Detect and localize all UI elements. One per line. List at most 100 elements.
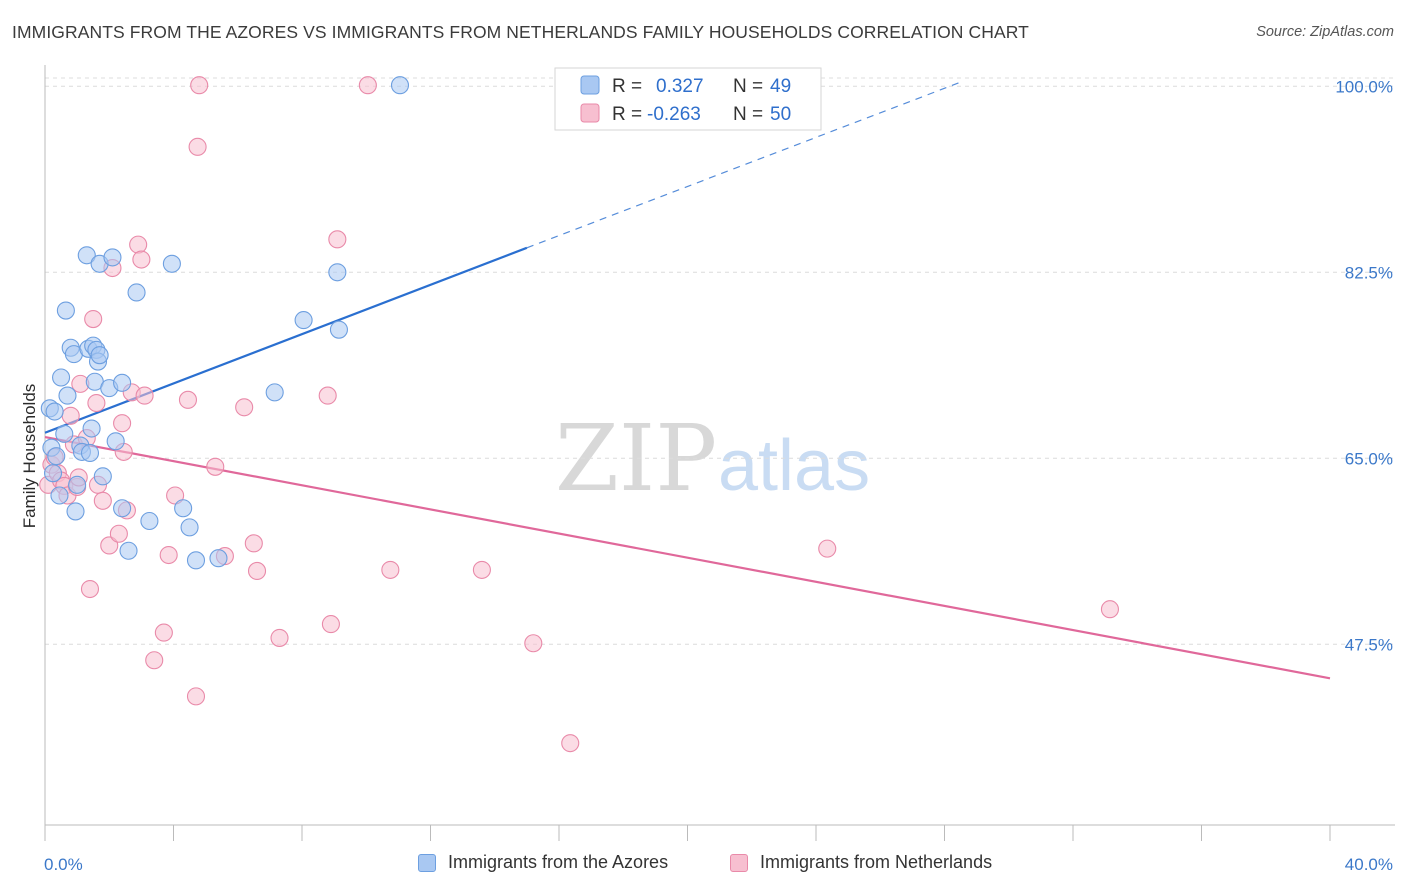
stats-legend: R = 0.327 N = 49 R = -0.263 N = 50	[554, 67, 822, 131]
point-netherlands	[129, 235, 148, 254]
series-legend-item-netherlands: Immigrants from Netherlands	[730, 852, 992, 873]
point-netherlands	[818, 539, 837, 558]
point-azores	[82, 419, 101, 438]
y-tick-label: 47.5%	[1345, 635, 1393, 654]
point-netherlands	[159, 545, 178, 565]
point-azores	[52, 368, 71, 387]
y-tick-label: 100.0%	[1335, 77, 1393, 96]
legend-r-value-netherlands: -0.263	[647, 104, 701, 125]
point-azores	[186, 551, 206, 570]
point-netherlands	[145, 651, 164, 670]
point-azores	[162, 254, 181, 273]
point-netherlands	[247, 561, 267, 581]
point-azores	[56, 301, 75, 320]
data-points	[39, 76, 1119, 753]
y-tick-label: 65.0%	[1345, 449, 1393, 468]
point-azores	[329, 320, 348, 339]
point-azores	[390, 76, 410, 95]
point-netherlands	[321, 615, 340, 634]
point-netherlands	[358, 76, 377, 95]
legend-r-value-azores: 0.327	[656, 76, 704, 97]
point-netherlands	[87, 393, 106, 413]
point-netherlands	[328, 230, 347, 249]
legend-n-label-azores: N =	[733, 76, 763, 97]
gridlines	[45, 77, 1395, 645]
y-axis-label: Family Households	[20, 384, 39, 529]
point-azores	[66, 502, 85, 521]
legend-swatch-netherlands	[580, 103, 600, 123]
point-netherlands	[472, 560, 491, 579]
point-netherlands	[61, 406, 80, 425]
legend-r-label-azores: R =	[612, 76, 642, 97]
chart-title: IMMIGRANTS FROM THE AZORES VS IMMIGRANTS…	[12, 22, 1029, 42]
point-netherlands	[80, 579, 100, 599]
point-netherlands	[244, 534, 263, 553]
point-azores	[103, 248, 122, 267]
point-netherlands	[178, 390, 198, 409]
legend-n-label-netherlands: N =	[733, 104, 763, 125]
point-azores	[294, 311, 313, 330]
point-azores	[93, 467, 112, 486]
point-netherlands	[93, 491, 112, 510]
trend-lines	[44, 80, 1331, 680]
point-azores	[106, 432, 125, 451]
point-azores	[127, 283, 146, 302]
series-legend-label-azores: Immigrants from the Azores	[448, 852, 669, 872]
watermark-zip: ZIP	[555, 405, 717, 512]
point-azores	[113, 499, 132, 518]
point-azores	[47, 447, 66, 466]
point-azores	[80, 443, 100, 463]
point-netherlands	[270, 628, 289, 647]
point-netherlands	[1100, 600, 1119, 619]
point-azores	[43, 464, 63, 483]
series-legend: Immigrants from the Azores Immigrants fr…	[0, 852, 1406, 876]
point-netherlands	[135, 386, 154, 405]
point-azores	[90, 346, 109, 365]
point-azores	[50, 486, 69, 505]
point-netherlands	[190, 76, 209, 95]
point-azores	[174, 499, 193, 518]
point-azores	[68, 475, 87, 494]
point-azores	[209, 549, 228, 568]
point-azores	[58, 386, 77, 405]
series-legend-item-azores: Immigrants from the Azores	[418, 852, 668, 873]
series-legend-swatch-azores	[418, 853, 436, 872]
legend-n-value-azores: 49	[770, 76, 791, 97]
legend-r-label-netherlands: R =	[612, 104, 642, 125]
point-azores	[113, 373, 132, 392]
watermark-atlas: atlas	[718, 426, 870, 506]
trend-line-netherlands	[44, 435, 1331, 680]
series-legend-swatch-netherlands	[730, 853, 748, 872]
point-netherlands	[132, 250, 151, 269]
tick-labels: 47.5% 65.0% 82.5% 100.0% 0.0% 40.0%	[44, 77, 1393, 874]
point-azores	[180, 518, 199, 537]
point-netherlands	[188, 137, 207, 156]
point-azores	[328, 263, 347, 282]
point-azores	[55, 424, 74, 443]
point-netherlands	[561, 734, 580, 753]
point-netherlands	[381, 560, 400, 579]
point-netherlands	[113, 414, 132, 433]
point-azores	[265, 383, 284, 402]
x-tick-label-min: 0.0%	[44, 855, 83, 874]
point-netherlands	[154, 623, 173, 642]
series-legend-label-netherlands: Immigrants from Netherlands	[760, 852, 993, 872]
y-tick-label: 82.5%	[1345, 263, 1393, 282]
legend-swatch-azores	[580, 75, 600, 95]
point-netherlands	[109, 524, 128, 543]
point-azores	[140, 511, 159, 531]
point-netherlands	[100, 536, 119, 555]
point-netherlands	[84, 309, 103, 329]
point-netherlands	[318, 386, 337, 405]
source-note: Source: ZipAtlas.com	[1256, 24, 1394, 40]
point-netherlands	[235, 398, 254, 417]
point-azores	[45, 402, 64, 421]
point-netherlands	[524, 634, 543, 653]
x-tick-label-max: 40.0%	[1345, 855, 1393, 874]
point-netherlands	[186, 687, 206, 706]
point-netherlands	[166, 486, 185, 505]
point-netherlands	[206, 457, 225, 476]
point-azores	[77, 246, 96, 265]
trend-line-azores	[44, 246, 528, 434]
